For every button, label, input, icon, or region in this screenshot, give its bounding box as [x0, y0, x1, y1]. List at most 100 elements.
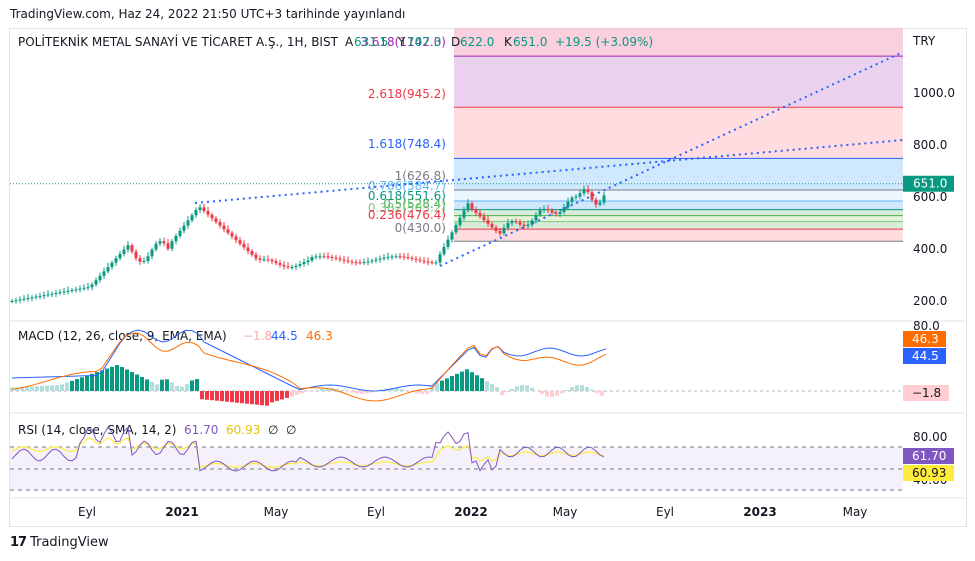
- macd-hist-bar: [240, 391, 244, 404]
- macd-hist-bar: [540, 391, 544, 395]
- rsi-sma-value: 60.93: [226, 423, 260, 437]
- candle-body: [10, 301, 14, 302]
- candle-body: [534, 214, 538, 221]
- macd-hist-bar: [425, 391, 429, 394]
- candle-body: [146, 256, 150, 262]
- published-caption: TradingView.com, Haz 24, 2022 21:50 UTC+…: [10, 7, 406, 21]
- macd-hist-bar: [235, 391, 239, 403]
- time-axis-label: Eyl: [78, 505, 96, 519]
- candle-body: [506, 223, 510, 228]
- macd-hist-bar: [455, 373, 459, 391]
- tradingview-logo-icon: 17: [10, 535, 27, 550]
- macd-hist-bar: [190, 380, 194, 391]
- fib-level-label: 0.5(528.4): [383, 197, 446, 211]
- candle-body: [306, 260, 310, 263]
- fib-level-label: 1.618(748.4): [368, 137, 446, 151]
- price-axis-tick: 200.0: [913, 294, 947, 308]
- candle-body: [78, 288, 82, 290]
- macd-hist-bar: [490, 384, 494, 391]
- candle-body: [142, 261, 146, 263]
- macd-hist-bar: [90, 373, 94, 391]
- candle-body: [234, 236, 238, 241]
- candle-body: [374, 259, 378, 261]
- price-axis-tick: 1000.0: [913, 86, 955, 100]
- candle-body: [158, 241, 162, 244]
- macd-hist-bar: [480, 378, 484, 391]
- candle-body: [442, 246, 446, 255]
- candle-body: [226, 229, 230, 233]
- candle-body: [498, 231, 502, 234]
- macd-hist-bar: [15, 387, 19, 391]
- macd-hist-bar: [130, 372, 134, 391]
- macd-hist-bar: [450, 376, 454, 391]
- candle-body: [110, 262, 114, 268]
- candle-body: [474, 209, 478, 213]
- candle-body: [26, 298, 30, 300]
- macd-signal-badge: [903, 331, 946, 347]
- candle-body: [326, 256, 330, 258]
- candle-body: [446, 239, 450, 247]
- candle-body: [90, 284, 94, 288]
- candle-body: [246, 247, 250, 252]
- macd-hist-bar: [600, 391, 604, 396]
- time-axis-label: May: [553, 505, 578, 519]
- rsi-title: RSI (14, close, SMA, 14, 2): [18, 423, 176, 437]
- candle-body: [522, 224, 526, 227]
- candle-body: [206, 211, 210, 215]
- candle-body: [66, 290, 70, 292]
- macd-hist-bar: [365, 391, 369, 394]
- macd-hist-bar: [515, 386, 519, 391]
- fib-level-label: 2.618(945.2): [368, 87, 446, 101]
- candle-body: [554, 212, 558, 214]
- macd-hist-bar: [185, 384, 189, 391]
- footer-brand[interactable]: 17 TradingView: [10, 535, 109, 550]
- macd-hist-bar: [400, 389, 404, 391]
- candle-body: [186, 220, 190, 226]
- candle-body: [350, 261, 354, 263]
- candle-body: [106, 267, 110, 272]
- rsi-band: [10, 447, 903, 490]
- macd-hist-bar: [475, 375, 479, 391]
- candle-body: [594, 199, 598, 205]
- candle-body: [434, 262, 438, 264]
- macd-hist-bar: [230, 391, 234, 403]
- candle-body: [210, 214, 214, 219]
- macd-hist-bar: [195, 379, 199, 391]
- candle-body: [450, 232, 454, 240]
- fib-level-label: 0.618(551.6): [368, 189, 446, 203]
- macd-hist-bar: [495, 387, 499, 391]
- candle-body: [298, 264, 302, 266]
- ohlc-value: 707.3: [407, 35, 441, 49]
- candle-body: [402, 256, 406, 258]
- currency-label: TRY: [912, 34, 936, 48]
- macd-hist-bar: [570, 387, 574, 391]
- rsi-axis-tick: 80.00: [913, 430, 947, 444]
- candle-body: [406, 256, 410, 258]
- fib-level-label: 0.382(505.2): [368, 201, 446, 215]
- candle-body: [354, 262, 358, 264]
- ohlc-key: K: [504, 35, 513, 49]
- candle-body: [302, 262, 306, 265]
- candle-body: [130, 245, 134, 252]
- macd-hist-bar: [80, 377, 84, 391]
- candle-body: [366, 261, 370, 263]
- trend-line-lower: [439, 51, 904, 267]
- macd-hist-bar: [360, 391, 364, 394]
- candle-body: [134, 251, 138, 259]
- ohlc-key: Y: [397, 35, 406, 49]
- candle-body: [70, 290, 74, 292]
- candle-body: [218, 221, 222, 226]
- symbol-title: POLİTEKNİK METAL SANAYİ VE TİCARET A.Ş.,…: [18, 34, 339, 49]
- candle-body: [482, 216, 486, 221]
- fib-level-label: 1(626.8): [395, 169, 446, 183]
- macd-hist-bar: [275, 391, 279, 401]
- candle-body: [126, 245, 130, 250]
- macd-hist-bar: [170, 382, 174, 391]
- macd-hist-bar: [140, 377, 144, 391]
- fib-zone: [454, 190, 903, 201]
- candle-body: [166, 243, 170, 249]
- macd-hist-bar: [160, 379, 164, 391]
- macd-hist-bar: [310, 391, 314, 392]
- candle-body: [542, 208, 546, 211]
